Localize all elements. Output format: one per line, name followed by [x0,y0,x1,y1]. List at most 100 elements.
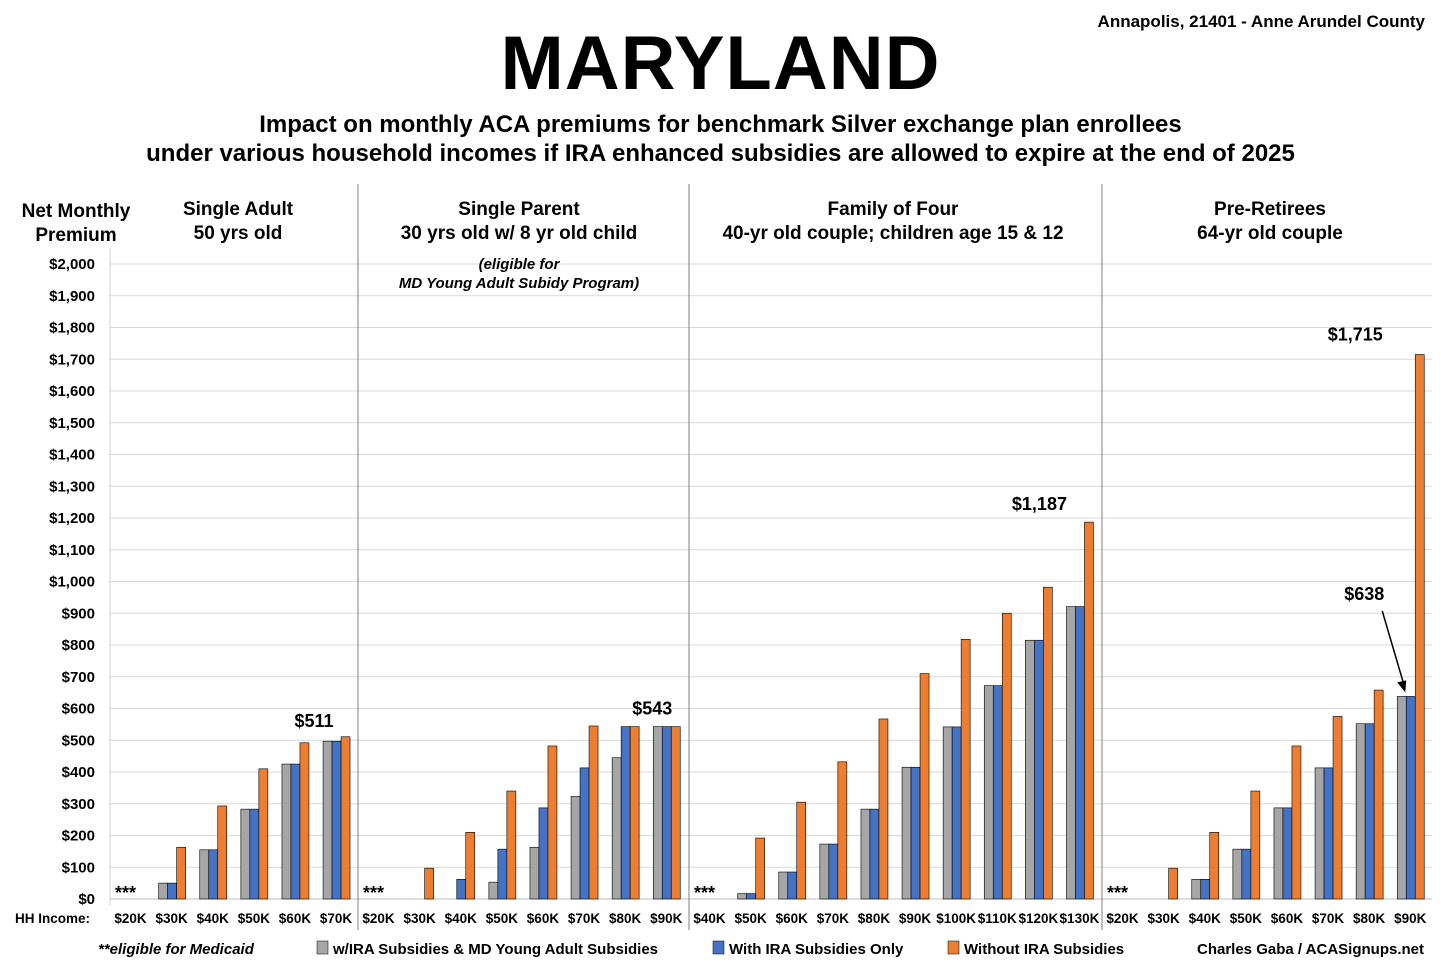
group-title-line-1: Family of Four [828,199,960,220]
x-tick-label: $90K [1394,911,1427,926]
bar [158,882,168,900]
legend-swatch-gray [316,940,329,955]
x-tick-label: $50K [1230,911,1263,926]
bar [1043,586,1053,900]
bar [1191,879,1202,900]
bar [661,726,672,900]
y-tick-label: $1,100 [49,542,95,559]
bar [919,673,930,900]
x-tick-label: $130K [1060,911,1100,926]
bar [1066,606,1076,900]
bar [1355,723,1366,900]
credit-label: Charles Gaba / ACASignups.net [1197,941,1424,958]
data-label: $543 [632,699,672,719]
bar [837,761,848,900]
y-axis-label-line-2: Premium [35,225,116,246]
bar [506,790,517,900]
x-tick-label: $40K [197,911,230,926]
medicaid-stars: *** [1107,883,1128,903]
x-tick-label: $70K [568,911,601,926]
bar [992,685,1003,900]
bar [331,740,342,900]
x-axis-prefix: HH Income: [15,911,90,926]
bar [746,893,756,900]
group-dividers [357,184,1103,930]
group-title-line-1: Single Adult [183,199,294,220]
x-tick-label: $40K [693,911,726,926]
y-tick-label: $1,700 [49,351,95,368]
x-tick-label: $80K [1353,911,1386,926]
y-tick-label: $1,200 [49,510,95,527]
legend-label-orange: Without IRA Subsidies [964,941,1124,958]
bar [424,867,434,900]
bar [778,871,789,900]
y-tick-label: $200 [62,828,95,845]
bars [158,354,1425,900]
bar [1373,689,1384,900]
bar [497,848,508,900]
bar [340,736,351,900]
bar [901,766,912,900]
bar [878,718,889,900]
data-label: $511 [295,711,334,731]
bar [611,757,622,900]
bar [860,808,871,900]
bar [538,807,549,900]
location-label: Annapolis, 21401 - Anne Arundel County [1097,12,1425,31]
x-tick-label: $40K [445,911,478,926]
bar [529,846,540,900]
bar [1364,723,1375,900]
bar [579,767,590,900]
legend-label-gray: w/IRA Subsidies & MD Young Adult Subsidi… [332,941,658,958]
data-label: $1,187 [1012,494,1067,514]
data-label: $638 [1344,584,1384,604]
x-tick-label: $20K [114,911,147,926]
bar [1405,696,1416,900]
bar [910,766,921,900]
group-title-line-2: 50 yrs old [194,223,283,244]
group-title-line-2: 30 yrs old w/ 8 yr old child [401,223,638,244]
bar [1282,807,1293,900]
bar [1291,745,1302,900]
y-tick-label: $100 [62,859,95,876]
y-tick-label: $1,600 [49,383,95,400]
x-tick-label: $30K [156,911,189,926]
bar [869,808,880,900]
bar [588,725,599,900]
group-title-line-1: Pre-Retirees [1214,199,1326,220]
data-labels: *** $511 *** $543 *** $1,187 *** $1,715 $638 [115,324,1407,903]
x-tick-label: $70K [320,911,353,926]
bar [796,801,807,900]
x-tick-label: $50K [238,911,271,926]
bar [1250,790,1261,900]
x-tick-label: $80K [609,911,642,926]
bar [1232,848,1243,900]
medicaid-stars: *** [115,883,136,903]
bar [1323,767,1334,900]
bar [951,726,962,900]
bar [960,638,971,900]
subtitle-line-1: Impact on monthly ACA premiums for bench… [259,111,1182,138]
legend-swatch-blue [712,940,725,955]
y-tick-label: $0 [78,891,95,908]
group-note-line-1: (eligible for [479,256,561,273]
x-tick-label: $50K [735,911,768,926]
bar [1332,716,1343,900]
bar [290,763,301,900]
bar [167,882,177,900]
bar [1034,639,1044,900]
x-tick-label: $30K [404,911,437,926]
bar [217,805,228,900]
bar [176,846,186,900]
legend-label-blue: With IRA Subsidies Only [729,941,904,958]
bar [1075,606,1085,900]
y-tick-label: $500 [62,732,95,749]
x-tick-label: $110K [978,911,1017,926]
bar [1273,807,1284,900]
bar [1084,521,1094,900]
bar [240,808,251,900]
x-tick-label: $60K [527,911,560,926]
bar [1314,767,1325,900]
y-tick-label: $1,000 [49,574,95,591]
page-title: MARYLAND [500,21,941,106]
